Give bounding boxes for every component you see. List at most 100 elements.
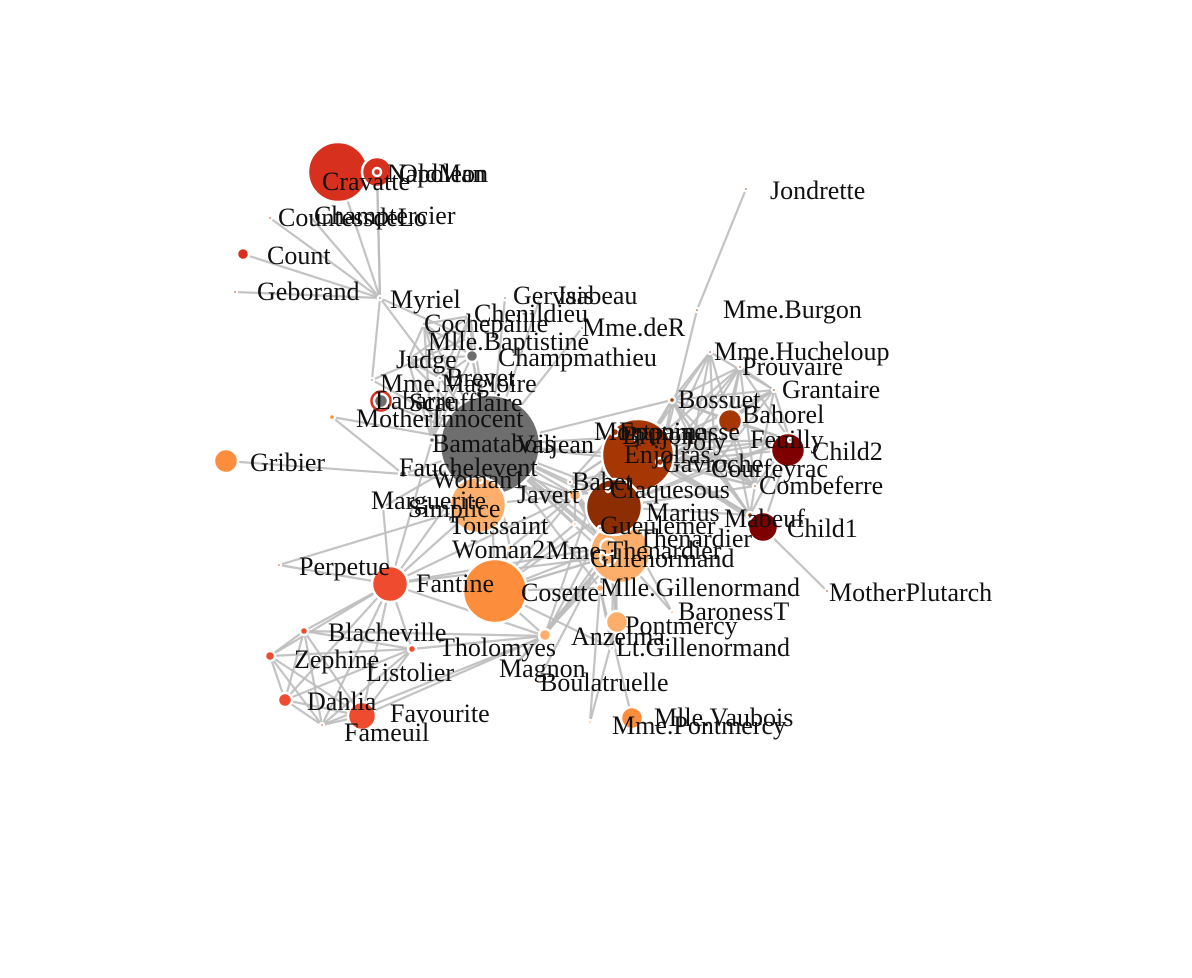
node-Prouvaire[interactable] [736,363,744,371]
node-label-Count: Count [267,241,331,270]
node-Thenardier[interactable] [598,537,618,557]
node-label-Listolier: Listolier [366,658,454,687]
node-Eponine[interactable] [609,426,621,438]
node-Judge[interactable] [404,356,412,364]
node-Anzelma[interactable] [537,627,553,643]
node-Brujon[interactable] [632,434,640,442]
node-Mme.Magloire[interactable] [368,376,376,384]
node-Marguerite[interactable] [379,503,387,511]
edge-Fameuil-Listolier [321,648,413,726]
node-Child2[interactable] [769,431,807,469]
edge-Bahorel-Mabeuf [728,420,752,516]
node-Zephine[interactable] [263,649,277,663]
node-label-Joly: Joly [683,427,726,456]
node-Claquesous[interactable] [604,486,612,494]
node-Isabeau[interactable] [536,294,544,302]
node-label-MotherInnocent: MotherInnocent [356,404,524,433]
node-Toussaint[interactable] [571,520,579,528]
node-Napoleon[interactable] [371,166,383,178]
node-Count[interactable] [235,246,251,262]
node-label-Mme.Hucheloup: Mme.Hucheloup [714,337,889,366]
edge-Joly-Prouvaire [692,366,741,443]
edge-Mme.Pontmercy-Mlle.Gillenormand [588,587,602,723]
node-Mlle.Vaubois[interactable] [619,705,645,731]
node-Fantine[interactable] [370,564,410,604]
node-Mlle.Gillenormand[interactable] [594,582,606,594]
node-Mme.Pontmercy[interactable] [586,718,594,726]
node-Mme.Hucheloup[interactable] [706,348,714,356]
node-Fauchelevent[interactable] [397,468,409,480]
node-Gervais[interactable] [501,294,509,302]
node-Boulatruelle[interactable] [534,677,542,685]
node-label-Babet: Babet [572,467,633,496]
node-Lt.Gillenormand[interactable] [608,644,616,652]
node-Woman2[interactable] [505,543,515,553]
node-Blacheville[interactable] [298,625,310,637]
node-Scaufflaire[interactable] [372,392,390,410]
node-Combeferre[interactable] [751,482,759,490]
node-Jondrette[interactable] [742,185,750,193]
node-Cosette[interactable] [461,557,529,625]
edge-Cochepaille-Chenildieu [423,314,471,326]
node-Brevet[interactable] [436,374,444,382]
node-Magnon[interactable] [511,661,519,669]
node-Listolier[interactable] [406,643,418,655]
node-Woman1[interactable] [475,475,485,485]
node-label-Feuilly: Feuilly [750,425,824,454]
node-label-Gavroche: Gavroche [662,449,763,478]
node-Mme.Burgon[interactable] [693,306,701,314]
edge-Feuilly-Prouvaire [739,366,791,441]
node-Geborand[interactable] [231,288,239,296]
node-Bossuet[interactable] [667,395,677,405]
node-label-Boulatruelle: Boulatruelle [540,668,669,697]
node-Gavroche[interactable] [654,456,666,468]
node-CountessdeLo[interactable] [266,214,274,222]
node-Feuilly[interactable] [786,436,794,444]
node-BaronessT[interactable] [668,608,676,616]
node-Marius[interactable] [584,477,644,537]
node-label-Favourite: Favourite [390,699,490,728]
node-label-Champtercier: Champtercier [314,201,456,230]
node-label-Child2: Child2 [812,437,883,466]
node-Favourite[interactable] [346,700,378,732]
edge-Myriel-Mme.Magloire [370,297,382,381]
node-Myriel[interactable] [376,294,384,302]
node-label-Lt.Gillenormand: Lt.Gillenormand [616,633,790,662]
edge-Champmathieu-Judge [407,354,473,362]
node-Bahorel[interactable] [716,407,744,435]
node-MotherInnocent[interactable] [327,412,337,422]
node-label-Prouvaire: Prouvaire [742,352,843,381]
node-Perpetue[interactable] [275,561,283,569]
edge-Mme.Hucheloup-Grantaire [709,351,775,391]
node-Pontmercy[interactable] [604,609,630,635]
node-MotherPlutarch[interactable] [823,587,831,595]
edge-Favourite-Blacheville [303,630,363,717]
node-Grantaire[interactable] [770,386,778,394]
node-Courfeyrac[interactable] [710,460,720,470]
node-Mlle.Baptistine[interactable] [464,334,472,342]
edge-Fantine-Dahlia [284,583,391,701]
node-Javert[interactable] [567,487,583,503]
node-Babet[interactable] [566,478,574,486]
node-Gribier[interactable] [212,447,240,475]
node-label-Grantaire: Grantaire [782,375,880,404]
node-Fameuil[interactable] [318,721,326,729]
edge-Myriel-OldMan [375,171,382,299]
node-Child1[interactable] [746,510,780,544]
node-label-Myriel: Myriel [390,285,461,314]
node-Mme.deR[interactable] [578,324,586,332]
edge-Chenildieu-Judge [407,315,471,361]
node-Chenildieu[interactable] [466,312,474,320]
node-Mabeuf[interactable] [745,510,755,520]
node-Joly[interactable] [689,438,697,446]
node-Champtercier[interactable] [306,212,314,220]
node-Cochepaille[interactable] [420,320,428,328]
node-Dahlia[interactable] [276,691,294,709]
node-Gueulemer[interactable] [596,524,604,532]
edge-Blacheville-Tholomyes [303,629,546,638]
node-label-OldMan: OldMan [399,159,486,188]
node-label-Zephine: Zephine [294,645,379,674]
node-Champmathieu[interactable] [464,348,480,364]
node-Bamatabois[interactable] [427,435,437,445]
